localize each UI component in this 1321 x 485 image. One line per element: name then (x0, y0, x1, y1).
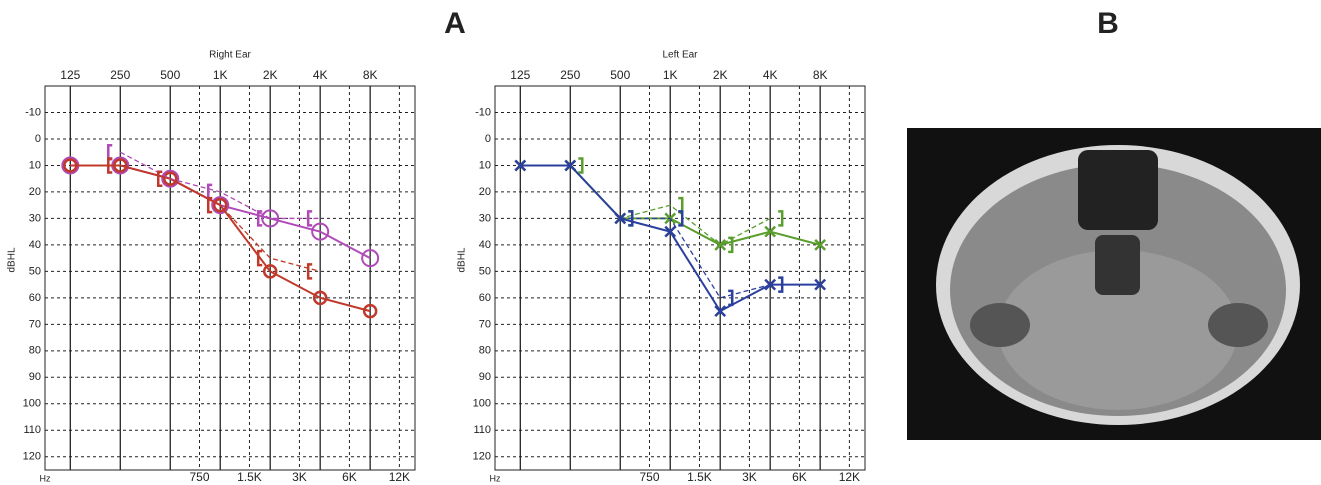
marker-bracket (208, 185, 212, 199)
y-axis-label: dBHL (457, 247, 468, 272)
audiogram: Right Ear -10 0 10 20 30 40 50 60 70 80 90 100 110 120… (7, 50, 415, 485)
y-tick-label: 30 (479, 212, 491, 224)
y-tick-label: 10 (479, 159, 491, 171)
x-tick-label: 2K (713, 68, 728, 82)
minor-x-tick-label: 12K (839, 470, 860, 484)
x-tick-label: 1K (213, 68, 228, 82)
y-tick-label: 120 (473, 451, 491, 463)
y-tick-label: 100 (23, 398, 41, 410)
minor-x-tick-label: 3K (742, 470, 757, 484)
y-tick-label: 80 (479, 345, 491, 357)
x-unit-label: Hz (490, 473, 501, 483)
y-tick-label: 20 (479, 186, 491, 198)
x-tick-label: 2K (263, 68, 278, 82)
y-tick-label: 100 (473, 398, 491, 410)
chart-title: Left Ear (662, 50, 698, 61)
y-tick-label: 70 (479, 318, 491, 330)
minor-x-tick-label: 3K (292, 470, 307, 484)
x-tick-label: 250 (560, 68, 580, 82)
minor-x-tick-label: 1.5K (237, 470, 262, 484)
y-tick-label: 110 (23, 424, 41, 436)
y-tick-label: -10 (475, 106, 491, 118)
y-tick-label: 0 (485, 133, 491, 145)
y-tick-label: 60 (479, 292, 491, 304)
y-tick-label: 120 (23, 451, 41, 463)
minor-x-tick-label: 12K (389, 470, 410, 484)
chart-title: Right Ear (209, 50, 251, 61)
x-tick-label: 4K (313, 68, 328, 82)
y-tick-label: 30 (29, 212, 41, 224)
x-tick-label: 500 (160, 68, 180, 82)
mastoid-left (1208, 303, 1268, 347)
x-tick-label: 8K (363, 68, 378, 82)
y-tick-label: 50 (29, 265, 41, 277)
x-tick-label: 1K (663, 68, 678, 82)
marker-bracket (108, 145, 112, 159)
minor-x-tick-label: 750 (639, 470, 659, 484)
x-unit-label: Hz (40, 473, 51, 483)
x-tick-label: 250 (110, 68, 130, 82)
y-tick-label: -10 (25, 106, 41, 118)
y-tick-label: 20 (29, 186, 41, 198)
marker-bracket (678, 198, 682, 212)
y-axis-label: dBHL (7, 247, 18, 272)
x-tick-label: 4K (763, 68, 778, 82)
y-tick-label: 80 (29, 345, 41, 357)
y-tick-label: 70 (29, 318, 41, 330)
panel-label: A (444, 7, 466, 40)
y-tick-label: 40 (29, 239, 41, 251)
y-tick-label: 90 (29, 371, 41, 383)
panel-label: B (1097, 7, 1119, 40)
sinus (1078, 150, 1158, 230)
y-tick-label: 40 (479, 239, 491, 251)
x-tick-label: 8K (813, 68, 828, 82)
mastoid-right (970, 303, 1030, 347)
minor-x-tick-label: 750 (189, 470, 209, 484)
audiogram: Left Ear -10 0 10 20 30 40 50 60 70 80 90 100 110 120 1… (457, 50, 865, 485)
ct-image (907, 128, 1321, 440)
y-tick-label: 10 (29, 159, 41, 171)
minor-x-tick-label: 6K (342, 470, 357, 484)
figure: A B Right Ear-10010203040506070809010011… (0, 0, 1321, 485)
y-tick-label: 60 (29, 292, 41, 304)
y-tick-label: 0 (35, 133, 41, 145)
sphenoid (1095, 235, 1140, 295)
plot-frame (495, 86, 865, 470)
minor-x-tick-label: 1.5K (687, 470, 712, 484)
y-tick-label: 90 (479, 371, 491, 383)
x-tick-label: 125 (60, 68, 80, 82)
x-tick-label: 500 (610, 68, 630, 82)
y-tick-label: 110 (473, 424, 491, 436)
plot-frame (45, 86, 415, 470)
y-tick-label: 50 (479, 265, 491, 277)
minor-x-tick-label: 6K (792, 470, 807, 484)
x-tick-label: 125 (510, 68, 530, 82)
